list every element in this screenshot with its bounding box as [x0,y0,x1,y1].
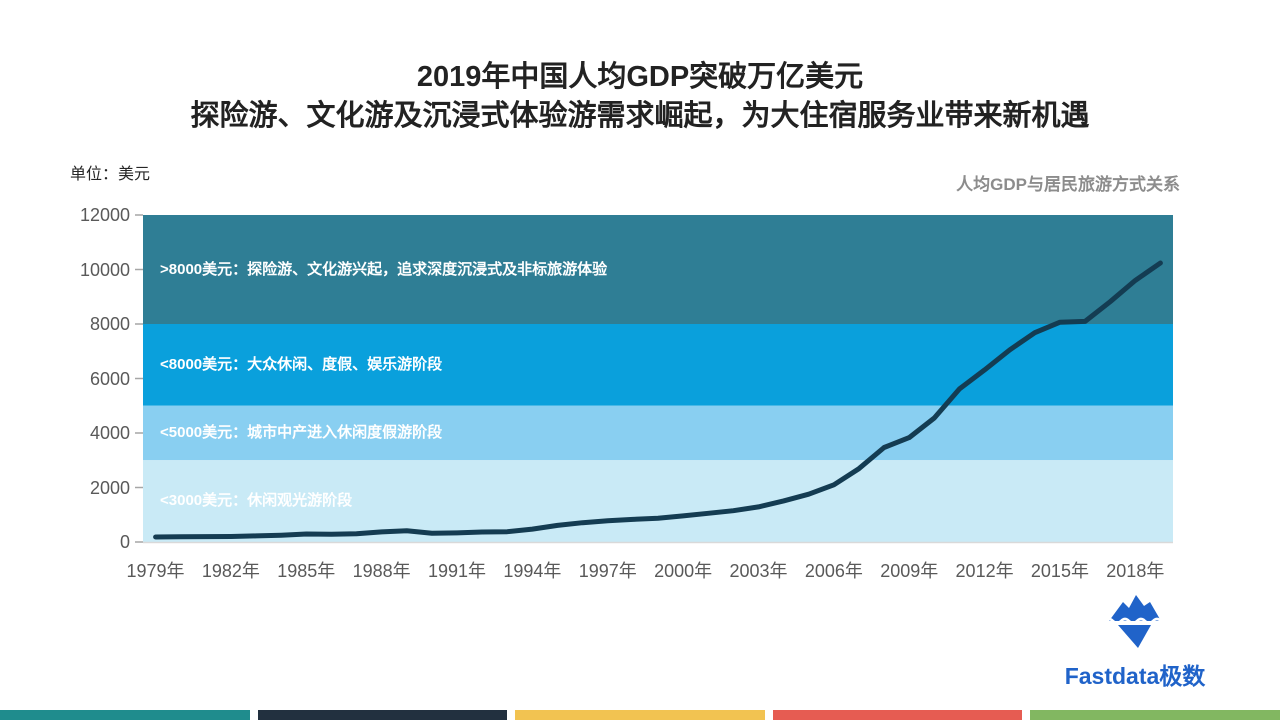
stage-band-label-3: <3000美元：休闲观光游阶段 [160,492,353,510]
footer-stripe-teal [0,710,250,720]
stage-band-3 [143,460,1173,542]
y-axis-tick-label: 6000 [89,368,130,389]
footer-color-bar [0,710,1280,720]
logo-text: Fastdata极数 [1064,663,1206,689]
stage-band-label-2: <5000美元：城市中产进入休闲度假游阶段 [160,424,443,441]
stage-band-label-1: <8000美元：大众休闲、度假、娱乐游阶段 [160,355,443,373]
y-axis-tick-label: 8000 [89,314,130,334]
chart-subtitle: 人均GDP与居民旅游方式关系 [956,175,1180,194]
y-axis-tick-label: 10000 [79,259,130,280]
x-axis-tick-label: 2012年 [955,561,1014,581]
x-axis-tick-label: 1988年 [352,561,411,581]
page-title-line1: 2019年中国人均GDP突破万亿美元 [416,61,864,93]
axis-unit-label: 单位：美元 [70,166,151,183]
x-axis-tick-label: 2003年 [729,561,788,581]
footer-stripe-yellow [515,710,765,720]
x-axis-tick-label: 2018年 [1106,561,1165,581]
iceberg-icon [1104,595,1170,648]
x-axis-tick-label: 2006年 [804,561,863,581]
x-axis-tick-label: 1979年 [126,561,185,581]
x-axis-tick-label: 1997年 [578,561,637,581]
x-axis-tick-label: 2009年 [880,561,939,581]
gdp-series-line [153,260,1163,540]
stage-band-label-0: >8000美元：探险游、文化游兴起，追求深度沉浸式及非标旅游体验 [160,260,608,278]
y-axis-tick-label: 4000 [89,423,130,443]
x-axis-tick-label: 2015年 [1030,561,1089,581]
footer-stripe-navy [257,710,508,720]
stage-band-1 [143,324,1173,406]
x-axis-tick-label: 1991年 [427,561,487,581]
page-title: 2019年中国人均GDP突破万亿美元 探险游、文化游及沉浸式体验游需求崛起，为大… [0,58,1280,136]
x-axis-tick-label: 2000年 [654,561,713,581]
x-axis-tick-label: 1994年 [503,561,562,581]
page-title-line2: 探险游、文化游及沉浸式体验游需求崛起，为大住宿服务业带来新机遇 [190,100,1090,132]
stage-band-0 [143,215,1173,324]
stage-band-2 [143,405,1173,461]
footer-stripe-green [1030,710,1280,720]
footer-stripe-red [772,710,1023,720]
y-axis-tick-label: 2000 [89,477,130,498]
fastdata-logo: Fastdata极数 [1030,594,1240,691]
y-axis-tick-label: 12000 [79,205,130,225]
y-axis-tick-label: 0 [119,532,130,552]
x-axis-tick-label: 1982年 [201,561,260,581]
x-axis-tick-label: 1985年 [277,561,336,581]
